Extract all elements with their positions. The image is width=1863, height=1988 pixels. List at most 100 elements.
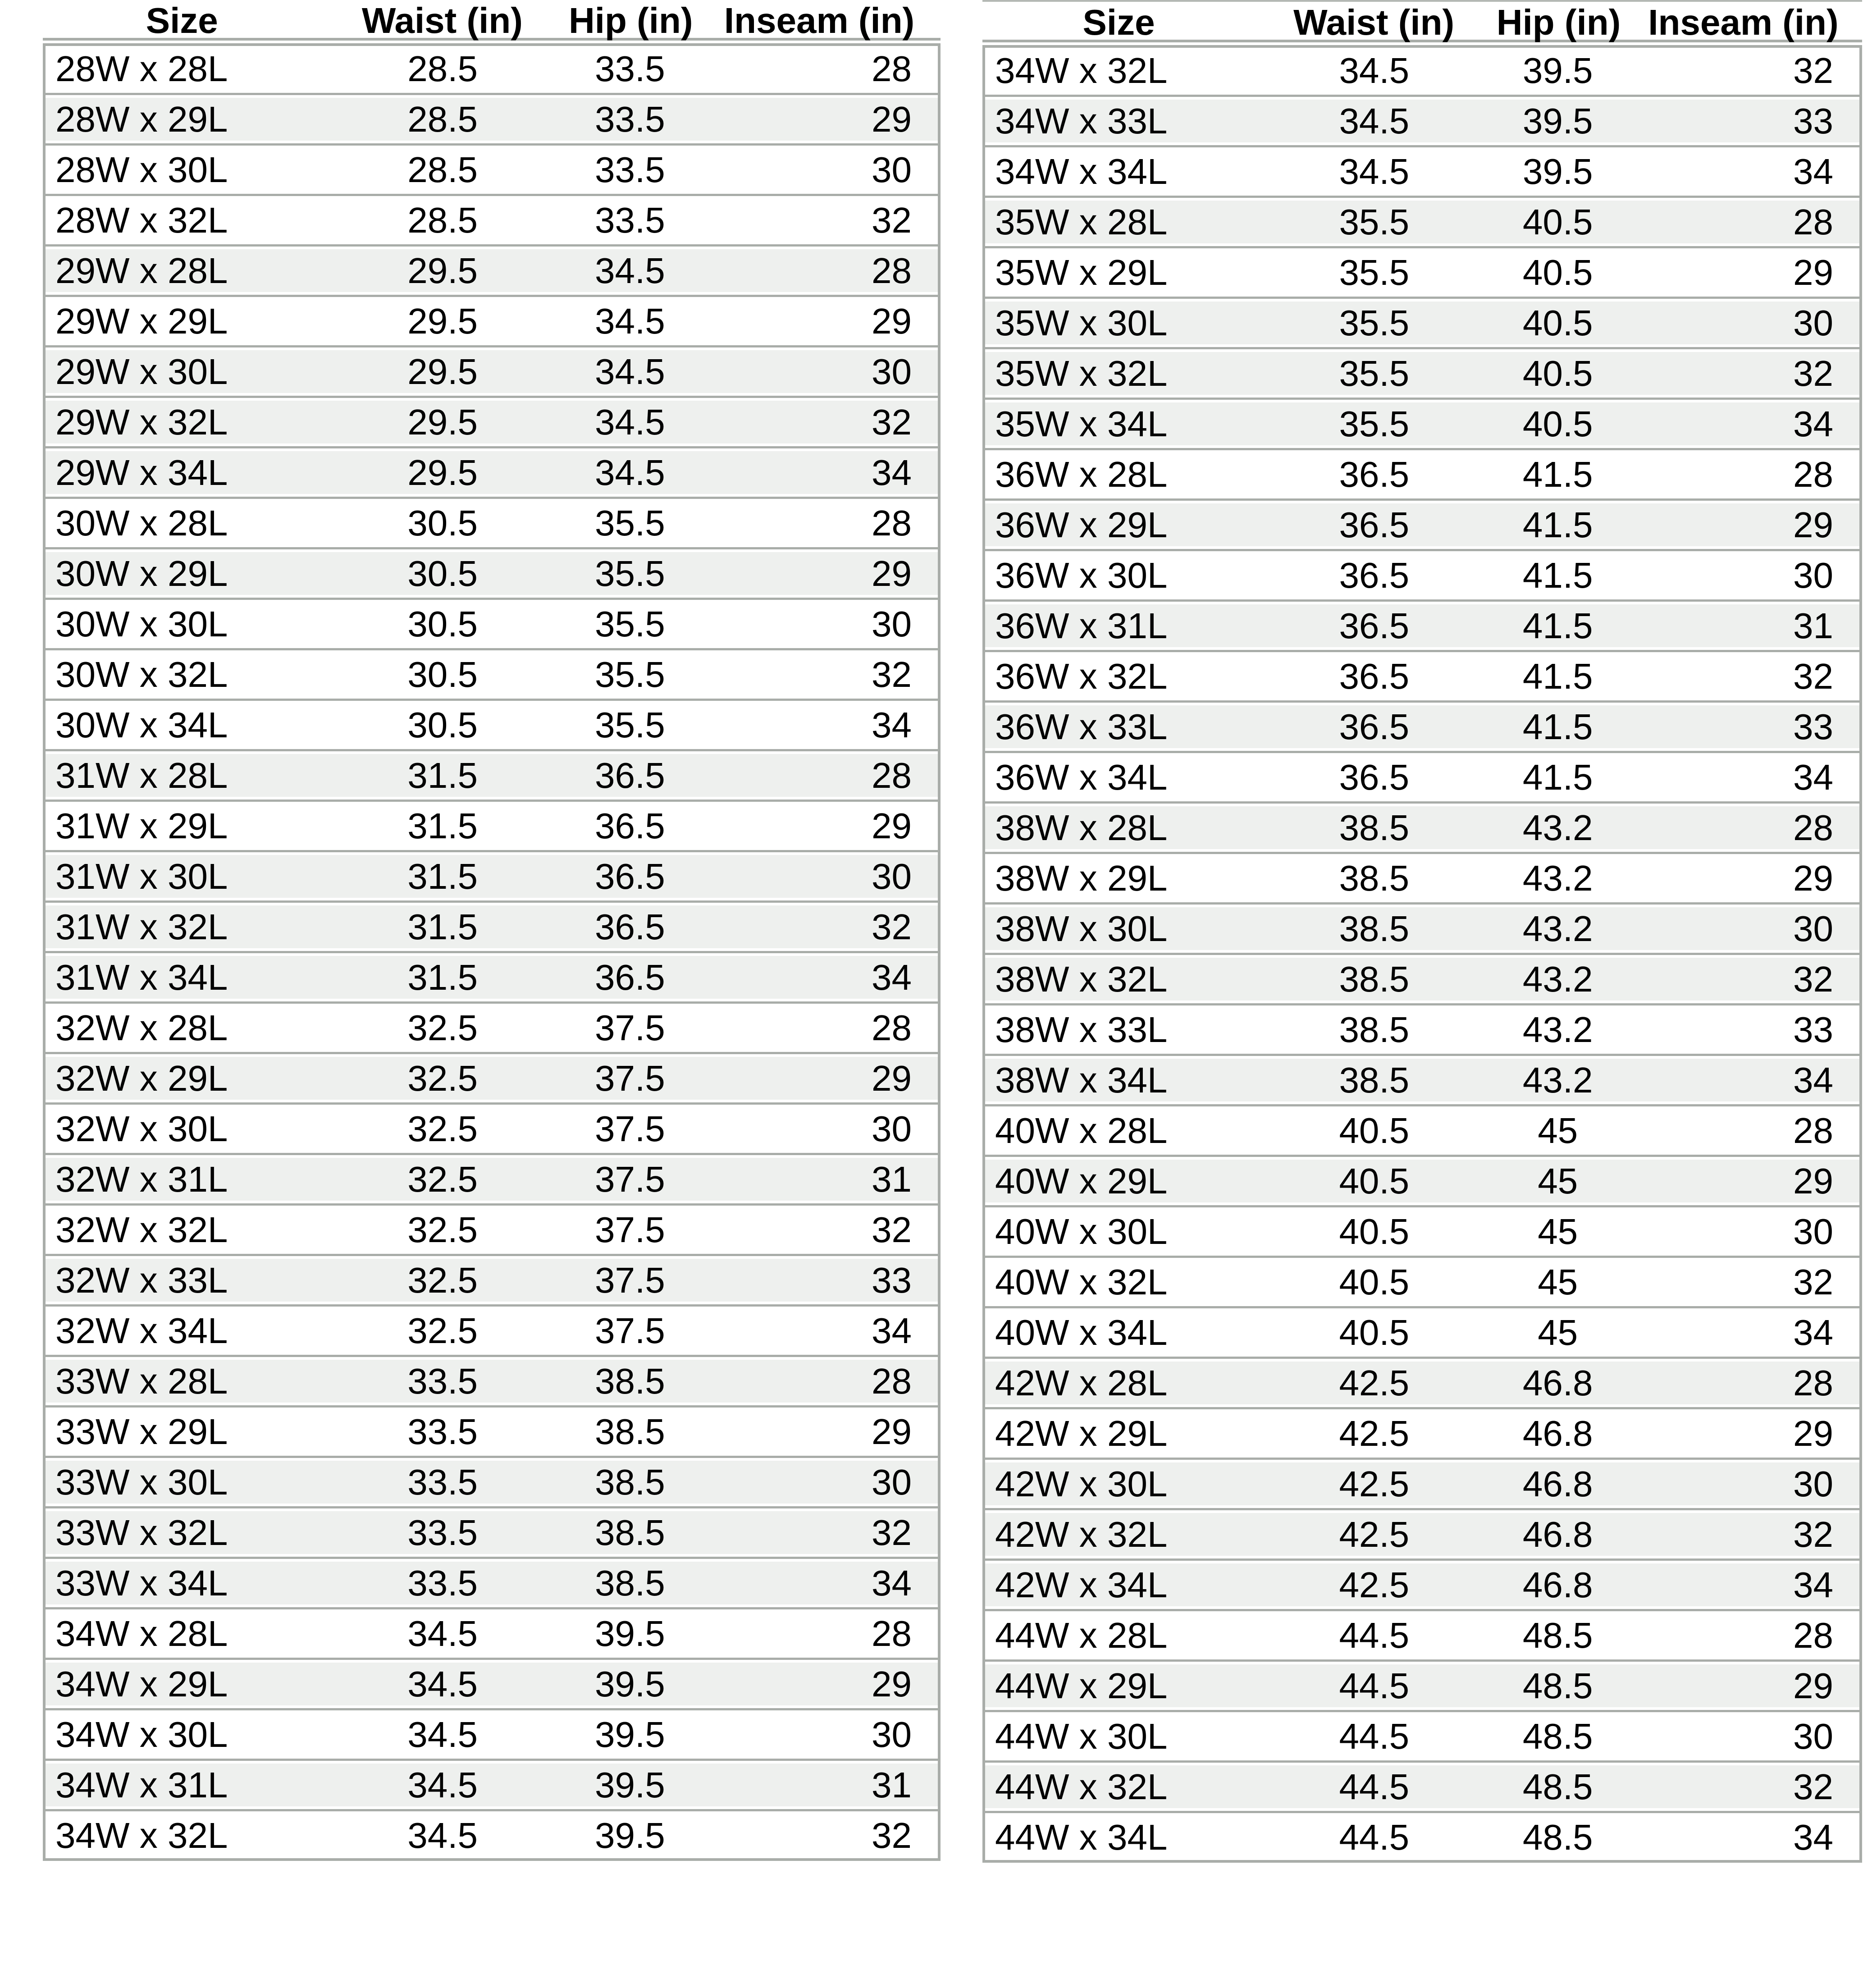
hip-cell: 36.5 (595, 906, 665, 947)
table-row: 42W x 28L 42.5 46.8 28 (985, 1360, 1859, 1406)
size-cell: 42W x 28L (995, 1362, 1168, 1403)
size-cell: 44W x 30L (995, 1716, 1168, 1756)
inseam-cell: 29 (872, 301, 912, 341)
hip-cell: 34.5 (595, 250, 665, 291)
row-separator (985, 1458, 1859, 1460)
table-row: 29W x 34L 29.5 34.5 34 (46, 450, 938, 495)
row-separator (46, 446, 938, 448)
table-body: 34W x 32L 34.5 39.5 32 34W x 33L 34.5 39.5 33 34… (982, 45, 1862, 1863)
table-row: 29W x 28L 29.5 34.5 28 (46, 248, 938, 293)
table-row: 36W x 31L 36.5 41.5 31 (985, 603, 1859, 649)
row-separator (985, 902, 1859, 905)
size-cell: 30W x 34L (55, 704, 228, 745)
size-cell: 33W x 34L (55, 1563, 228, 1603)
hip-cell: 48.5 (1522, 1665, 1593, 1706)
size-cell: 36W x 33L (995, 706, 1168, 747)
waist-cell: 32.5 (407, 1260, 478, 1300)
inseam-cell: 28 (872, 48, 912, 89)
hip-cell: 43.2 (1522, 908, 1593, 949)
inseam-cell: 28 (872, 755, 912, 795)
row-separator (46, 749, 938, 751)
hip-cell: 40.5 (1522, 201, 1593, 242)
inseam-cell: 28 (1793, 454, 1833, 494)
size-cell: 38W x 33L (995, 1009, 1168, 1050)
size-cell: 36W x 32L (995, 656, 1168, 696)
inseam-cell: 28 (872, 503, 912, 543)
inseam-cell: 28 (1793, 201, 1833, 242)
hip-cell: 37.5 (595, 1108, 665, 1149)
waist-cell: 30.5 (407, 553, 478, 594)
row-separator (985, 1659, 1859, 1662)
header-row: Size Waist (in) Hip (in) Inseam (in) (982, 0, 1862, 42)
table-row: 30W x 30L 30.5 35.5 30 (46, 601, 938, 647)
size-cell: 40W x 30L (995, 1211, 1168, 1252)
table-row: 28W x 30L 28.5 33.5 30 (46, 147, 938, 192)
size-cell: 36W x 30L (995, 555, 1168, 595)
hip-cell: 48.5 (1522, 1615, 1593, 1655)
hip-cell: 35.5 (595, 704, 665, 745)
hip-cell: 40.5 (1522, 403, 1593, 444)
table-row: 35W x 34L 35.5 40.5 34 (985, 401, 1859, 447)
size-cell: 40W x 29L (995, 1161, 1168, 1201)
row-separator (46, 1708, 938, 1710)
row-separator (985, 1003, 1859, 1005)
hip-cell: 36.5 (595, 755, 665, 795)
inseam-cell: 33 (1793, 101, 1833, 141)
size-cell: 36W x 31L (995, 605, 1168, 646)
table-row: 34W x 30L 34.5 39.5 30 (46, 1712, 938, 1757)
hip-cell: 40.5 (1522, 353, 1593, 393)
inseam-cell: 34 (872, 704, 912, 745)
row-separator (46, 244, 938, 247)
inseam-cell: 28 (1793, 807, 1833, 848)
inseam-cell: 30 (1793, 908, 1833, 949)
hip-cell: 37.5 (595, 1310, 665, 1351)
row-separator (985, 1609, 1859, 1611)
inseam-cell: 28 (872, 250, 912, 291)
hip-cell: 38.5 (595, 1462, 665, 1502)
hip-cell: 43.2 (1522, 807, 1593, 848)
hip-cell: 37.5 (595, 1007, 665, 1048)
row-separator (46, 396, 938, 398)
inseam-cell: 28 (872, 1361, 912, 1401)
waist-cell: 35.5 (1339, 252, 1410, 292)
waist-cell: 32.5 (407, 1209, 478, 1250)
hip-cell: 48.5 (1522, 1817, 1593, 1857)
size-cell: 32W x 32L (55, 1209, 228, 1250)
inseam-cell: 34 (872, 1310, 912, 1351)
hip-cell: 46.8 (1522, 1362, 1593, 1403)
row-separator (46, 1304, 938, 1307)
waist-cell: 32.5 (407, 1159, 478, 1199)
size-cell: 30W x 28L (55, 503, 228, 543)
table-row: 34W x 32L 34.5 39.5 32 (985, 48, 1859, 93)
inseam-cell: 30 (872, 1108, 912, 1149)
row-separator (985, 398, 1859, 400)
header-cell-size: Size (146, 0, 218, 41)
table-row: 44W x 29L 44.5 48.5 29 (985, 1663, 1859, 1709)
row-separator (985, 95, 1859, 97)
waist-cell: 34.5 (407, 1664, 478, 1704)
row-separator (985, 549, 1859, 551)
inseam-cell: 30 (872, 351, 912, 392)
size-cell: 32W x 29L (55, 1058, 228, 1098)
hip-cell: 35.5 (595, 553, 665, 594)
table-row: 32W x 32L 32.5 37.5 32 (46, 1207, 938, 1252)
header-cell-waist: Waist (in) (361, 0, 523, 41)
size-cell: 29W x 29L (55, 301, 228, 341)
size-cell: 34W x 34L (995, 151, 1168, 192)
hip-cell: 45 (1538, 1261, 1578, 1302)
size-cell: 31W x 30L (55, 856, 228, 896)
row-separator (985, 1760, 1859, 1763)
hip-cell: 41.5 (1522, 555, 1593, 595)
table-row: 33W x 30L 33.5 38.5 30 (46, 1459, 938, 1505)
header-cell-hip: Hip (in) (569, 0, 693, 41)
row-separator (46, 1153, 938, 1155)
row-separator (46, 1001, 938, 1004)
inseam-cell: 31 (1793, 605, 1833, 646)
hip-cell: 35.5 (595, 654, 665, 695)
row-separator (985, 347, 1859, 349)
hip-cell: 46.8 (1522, 1564, 1593, 1605)
inseam-cell: 30 (1793, 555, 1833, 595)
hip-cell: 36.5 (595, 957, 665, 997)
inseam-cell: 34 (1793, 151, 1833, 192)
row-separator (46, 345, 938, 347)
